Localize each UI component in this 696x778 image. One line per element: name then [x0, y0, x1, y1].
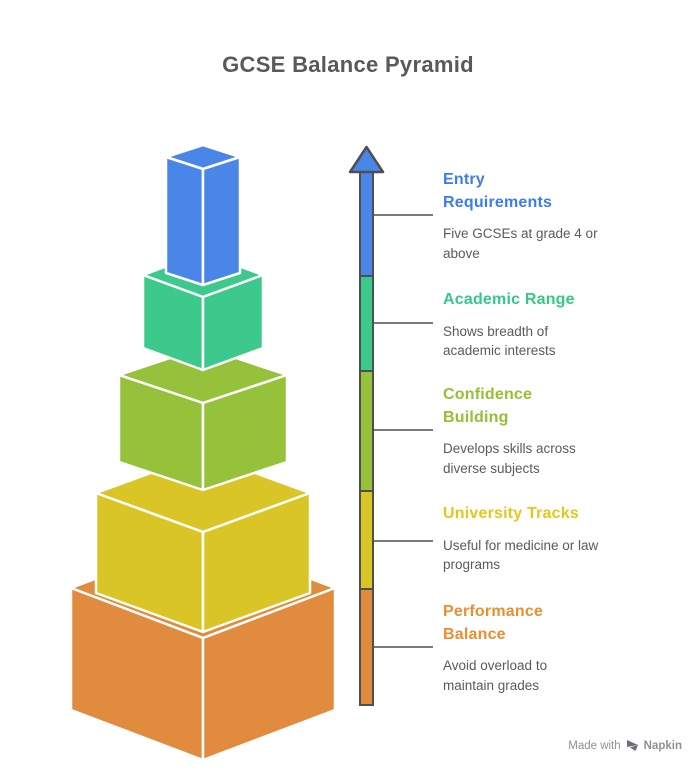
level-description: Five GCSEs at grade 4 or above [443, 226, 598, 261]
pyramid-level-university-tracks [94, 452, 312, 634]
axis-segment-academic-range [359, 275, 374, 372]
level-heading: University Tracks [443, 505, 579, 522]
axis-segment-confidence-building [359, 370, 374, 492]
label-block-entry-requirements: Entry Requirements Five GCSEs at grade 4… [443, 169, 638, 264]
page-title: GCSE Balance Pyramid [222, 52, 474, 77]
axis-segment-entry-requirements [359, 169, 374, 277]
pyramid-level-entry-requirements [164, 143, 242, 287]
label-block-performance-balance: Performance Balance Avoid overload to ma… [443, 601, 638, 696]
tick-lines [374, 214, 433, 648]
made-with-napkin-link[interactable]: Made with Napkin [568, 739, 682, 752]
pyramid-level-confidence-building [117, 345, 289, 492]
box-right-face [201, 491, 312, 634]
axis-bar [359, 169, 374, 706]
axis-segment-performance-balance [359, 588, 374, 706]
napkin-brand-text: Napkin [643, 739, 682, 752]
level-heading: Entry Requirements [443, 171, 553, 211]
level-heading: Performance Balance [443, 603, 544, 643]
box-right-face [201, 155, 242, 287]
level-heading: Confidence Building [443, 386, 533, 426]
level-description: Useful for medicine or law programs [443, 537, 599, 573]
made-with-text: Made with [568, 739, 621, 752]
arrow-up-icon [348, 145, 385, 174]
box-left-face [164, 155, 205, 287]
box-right-face [201, 586, 337, 762]
level-description: Develops skills across diverse subjects [443, 441, 576, 476]
box-right-face [201, 373, 289, 492]
axis-segment-university-tracks [359, 490, 374, 590]
label-block-academic-range: Academic Range Shows breadth of academic… [443, 289, 638, 361]
label-block-confidence-building: Confidence Building Develops skills acro… [443, 384, 638, 479]
box-right-face [201, 273, 265, 372]
level-description: Shows breadth of academic interests [443, 323, 556, 359]
level-heading: Academic Range [443, 291, 575, 308]
napkin-logo-icon [626, 740, 638, 751]
level-description: Avoid overload to maintain grades [443, 658, 548, 693]
label-block-university-tracks: University Tracks Useful for medicine or… [443, 503, 638, 575]
